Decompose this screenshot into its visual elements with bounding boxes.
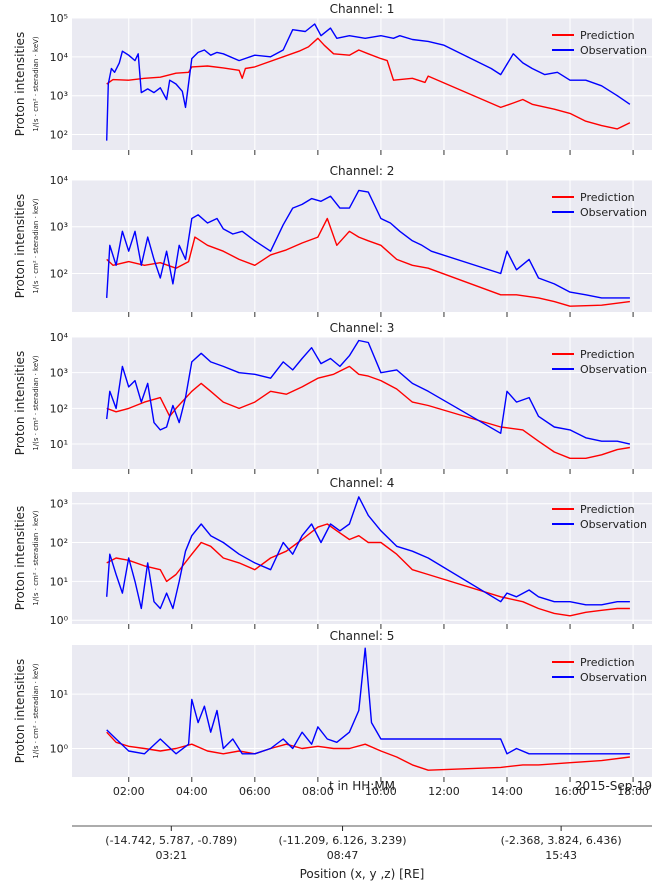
- y-axis-unit: 1/(s · cm² · steradian · keV): [32, 663, 40, 759]
- panel-title: Channel: 1: [330, 2, 395, 16]
- series-line-observation: [106, 339, 631, 445]
- series-line-observation: [106, 647, 630, 755]
- series-line-prediction: [106, 365, 631, 459]
- y-tick-label: 10⁵: [50, 12, 68, 25]
- y-tick-label: 10¹: [50, 688, 68, 701]
- position-tick-time: 03:21: [155, 849, 187, 862]
- x-tick-label: 16:00: [554, 785, 586, 798]
- legend: Prediction Observation: [552, 348, 647, 376]
- legend: Prediction Observation: [552, 503, 647, 531]
- y-axis-label: Proton intensities 1/(s · cm² · steradian…: [13, 351, 40, 455]
- panel-channel-4: 10⁰ 10¹ 10² 10³ Channel: 4 Proton intensities…: [13, 476, 652, 629]
- series-line-observation: [106, 23, 631, 141]
- legend: Prediction Observation: [552, 29, 647, 57]
- y-axis-label: Proton intensities 1/(s · cm² · steradian…: [13, 506, 40, 610]
- panels-container: 10² 10³ 10⁴ 10⁵ Channel: 1 Proton intensities…: [13, 2, 652, 798]
- x-axis-label: t in HH:MM: [329, 779, 395, 793]
- series-line-observation: [106, 189, 630, 299]
- y-tick-label: 10³: [50, 221, 68, 234]
- series-line-prediction: [106, 217, 630, 307]
- x-tick-label: 08:00: [302, 785, 334, 798]
- y-tick-label: 10²: [50, 402, 68, 415]
- y-tick-label: 10²: [50, 129, 68, 142]
- y-axis-unit: 1/(s · cm² · steradian · keV): [32, 36, 40, 132]
- legend-label: Prediction: [580, 191, 635, 204]
- legend-label: Observation: [580, 206, 647, 219]
- y-axis-label-text: Proton intensities: [13, 194, 27, 298]
- y-tick-label: 10³: [50, 498, 68, 511]
- panel-channel-2: 10² 10³ 10⁴ Channel: 2 Proton intensities 1/(…: [13, 164, 652, 317]
- y-tick-label: 10⁴: [50, 51, 69, 64]
- y-tick-label: 10²: [50, 267, 68, 280]
- y-tick-label: 10⁰: [50, 614, 69, 627]
- position-axis: (-14.742, 5.787, -0.789) 03:21 (-11.209, 6…: [72, 825, 652, 862]
- position-tick-coords: (-2.368, 3.824, 6.436): [501, 834, 622, 847]
- position-tick-coords: (-14.742, 5.787, -0.789): [105, 834, 237, 847]
- legend-label: Observation: [580, 671, 647, 684]
- panel-title: Channel: 4: [330, 476, 395, 490]
- x-tick-label: 04:00: [176, 785, 208, 798]
- x-tick-label: 06:00: [239, 785, 271, 798]
- x-tick-label: 10:00: [365, 785, 397, 798]
- panel-channel-1: 10² 10³ 10⁴ 10⁵ Channel: 1 Proton intensities…: [13, 2, 652, 155]
- panel-channel-3: 10¹ 10² 10³ 10⁴ Channel: 3 Proton intensities…: [13, 321, 652, 474]
- x-tick-label: 02:00: [113, 785, 145, 798]
- series-line-prediction: [106, 731, 630, 771]
- date-label: 2015-Sep-19: [575, 779, 652, 793]
- x-tick-label: 12:00: [428, 785, 460, 798]
- series-line-observation: [106, 496, 630, 610]
- series-line-prediction: [106, 523, 630, 617]
- plot-background: [72, 180, 652, 312]
- y-axis-label-text: Proton intensities: [13, 506, 27, 610]
- y-tick-label: 10⁴: [50, 331, 69, 344]
- panel-channel-5: 02:00 04:00 06:00 08:00 10:00 12:00 14:00 16:00…: [13, 629, 652, 798]
- y-axis-unit: 1/(s · cm² · steradian · keV): [32, 510, 40, 606]
- x-tick-label: 14:00: [491, 785, 523, 798]
- y-tick-label: 10⁴: [50, 174, 69, 187]
- legend-label: Prediction: [580, 503, 635, 516]
- position-axis-label: Position (x, y ,z) [RE]: [300, 867, 425, 881]
- y-tick-label: 10¹: [50, 575, 68, 588]
- plot-background: [72, 337, 652, 469]
- y-tick-label: 10³: [50, 90, 68, 103]
- y-axis-label: Proton intensities 1/(s · cm² · steradian…: [13, 194, 40, 298]
- legend-label: Observation: [580, 518, 647, 531]
- y-axis-label-text: Proton intensities: [13, 32, 27, 136]
- series-line-prediction: [106, 37, 631, 130]
- y-axis-unit: 1/(s · cm² · steradian · keV): [32, 355, 40, 451]
- y-axis-label-text: Proton intensities: [13, 659, 27, 763]
- legend-label: Observation: [580, 363, 647, 376]
- panel-title: Channel: 5: [330, 629, 395, 643]
- panel-title: Channel: 2: [330, 164, 395, 178]
- y-tick-label: 10¹: [50, 438, 68, 451]
- legend: Prediction Observation: [552, 191, 647, 219]
- legend-label: Prediction: [580, 29, 635, 42]
- y-tick-label: 10³: [50, 367, 68, 380]
- y-axis-label: Proton intensities 1/(s · cm² · steradian…: [13, 32, 40, 136]
- y-tick-label: 10²: [50, 537, 68, 550]
- legend-label: Observation: [580, 44, 647, 57]
- legend-label: Prediction: [580, 656, 635, 669]
- position-tick-time: 15:43: [545, 849, 577, 862]
- legend-label: Prediction: [580, 348, 635, 361]
- y-axis-label-text: Proton intensities: [13, 351, 27, 455]
- y-tick-label: 10⁰: [50, 743, 69, 756]
- y-axis-unit: 1/(s · cm² · steradian · keV): [32, 198, 40, 294]
- position-tick-coords: (-11.209, 6.126, 3.239): [279, 834, 407, 847]
- legend: Prediction Observation: [552, 656, 647, 684]
- y-axis-label: Proton intensities 1/(s · cm² · steradian…: [13, 659, 40, 763]
- plot-background: [72, 645, 652, 777]
- plot-background: [72, 492, 652, 624]
- panel-title: Channel: 3: [330, 321, 395, 335]
- x-tick-label: 18:00: [617, 785, 649, 798]
- position-tick-time: 08:47: [327, 849, 359, 862]
